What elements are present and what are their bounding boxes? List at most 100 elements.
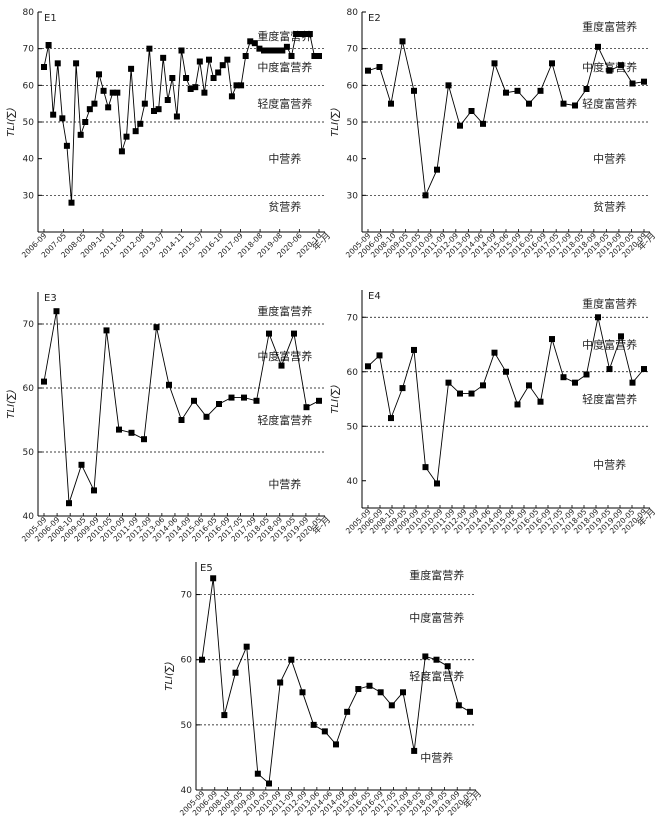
y-tick-label: 50 [181, 721, 193, 731]
y-tick-label: 40 [23, 512, 35, 522]
data-point [254, 770, 261, 777]
data-point [68, 199, 75, 206]
zone-label: 中度富营养 [257, 60, 312, 74]
data-point [606, 67, 613, 74]
panel-label: E4 [368, 291, 381, 302]
data-point [199, 656, 205, 663]
data-point [109, 89, 116, 96]
data-point [169, 75, 176, 81]
data-point [629, 379, 636, 386]
data-point [422, 464, 429, 471]
data-point [321, 728, 328, 735]
data-point [399, 38, 406, 45]
data-point [53, 308, 60, 315]
panel-e5: 40506070TLI(∑)E5重度富营养中度富营养轻度富营养中营养2005-0… [164, 562, 484, 818]
data-point [78, 461, 85, 468]
data-point [256, 45, 263, 52]
data-point [288, 656, 295, 663]
data-point [467, 708, 473, 715]
y-tick-label: 50 [23, 118, 35, 128]
data-point [572, 102, 578, 109]
data-point [355, 686, 362, 693]
data-point [365, 67, 371, 74]
data-point [221, 712, 228, 719]
data-point [187, 86, 194, 92]
data-point [411, 747, 418, 754]
y-tick-label: 50 [347, 422, 359, 432]
y-tick-label: 40 [23, 155, 35, 165]
y-tick-label: 40 [347, 155, 359, 165]
zone-label: 中营养 [420, 750, 453, 764]
data-point [196, 58, 203, 65]
data-point [514, 401, 521, 408]
data-point [422, 192, 429, 199]
zone-label: 中营养 [593, 457, 626, 471]
data-point [560, 100, 567, 107]
data-point [266, 780, 272, 787]
data-point [183, 75, 190, 81]
data-point [228, 93, 235, 100]
data-point [73, 60, 80, 67]
data-point [146, 45, 153, 52]
series-line [43, 311, 320, 504]
data-point [480, 120, 486, 127]
y-tick-label: 30 [347, 191, 359, 201]
data-point [118, 148, 125, 155]
y-tick-label: 80 [347, 8, 359, 18]
data-point [572, 379, 578, 386]
data-point [274, 47, 281, 54]
data-point [224, 56, 231, 63]
data-point [206, 56, 212, 63]
y-tick-label: 60 [347, 81, 359, 91]
data-point [141, 100, 148, 107]
y-tick-label: 70 [23, 320, 35, 330]
y-tick-label: 60 [181, 656, 193, 666]
data-point [549, 336, 555, 343]
data-point [411, 87, 417, 94]
data-point [203, 413, 210, 420]
data-point [54, 60, 61, 67]
data-point [595, 43, 601, 50]
data-point [178, 47, 185, 54]
data-point [103, 327, 110, 334]
panel-label: E3 [44, 293, 57, 304]
data-point [232, 669, 239, 676]
data-point [233, 82, 240, 89]
data-point [377, 689, 384, 696]
y-axis-label: TLI(∑) [6, 107, 17, 136]
zone-label: 中营养 [268, 152, 301, 166]
data-point [549, 60, 555, 67]
data-point [210, 575, 217, 582]
data-point [433, 656, 440, 663]
data-point [365, 363, 371, 370]
data-point [606, 366, 613, 373]
data-point [265, 47, 272, 54]
zone-label: 贫营养 [268, 199, 301, 213]
data-point [216, 401, 222, 407]
data-point [457, 122, 463, 129]
data-point [128, 429, 135, 436]
zone-label: 轻度富营养 [257, 413, 312, 427]
data-point [455, 702, 462, 709]
data-point [503, 89, 509, 96]
y-axis-label: TLI(∑) [330, 384, 341, 413]
data-point [303, 404, 310, 411]
data-point [241, 394, 247, 401]
y-tick-label: 60 [347, 368, 359, 378]
data-point [279, 47, 286, 54]
data-point [210, 75, 217, 81]
data-point [151, 108, 157, 114]
data-point [291, 330, 297, 337]
data-point [376, 352, 383, 359]
data-point [66, 500, 72, 507]
data-point [434, 166, 440, 173]
data-point [219, 62, 226, 69]
data-point [526, 382, 532, 389]
zone-label: 轻度富营养 [582, 97, 637, 111]
data-point [82, 119, 89, 125]
data-point [266, 330, 272, 337]
data-point [45, 42, 52, 48]
y-tick-label: 70 [347, 45, 359, 55]
data-point [166, 381, 172, 388]
data-point [253, 397, 260, 404]
